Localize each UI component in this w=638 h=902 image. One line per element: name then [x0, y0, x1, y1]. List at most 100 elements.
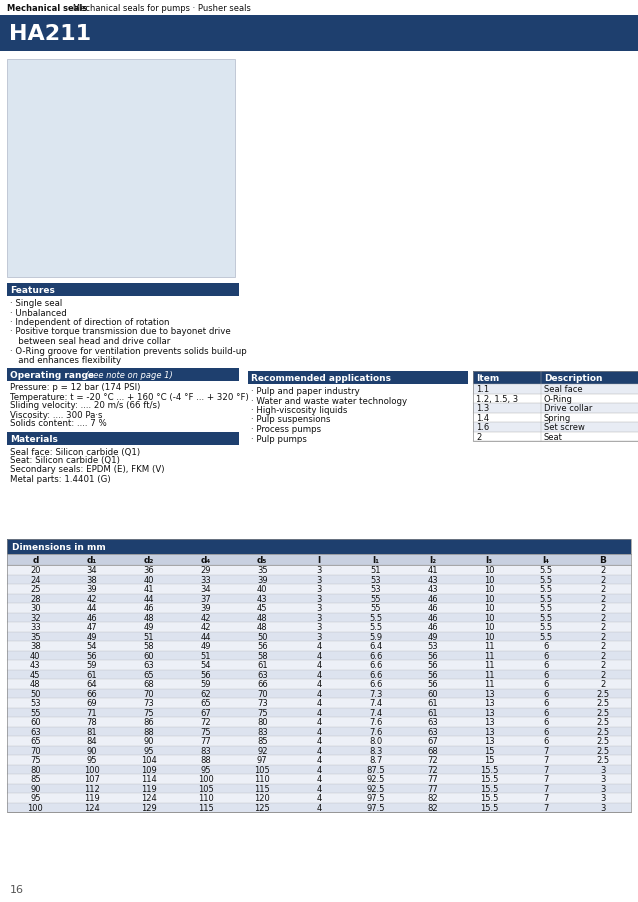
- Text: Viscosity: .... 300 Pa·s: Viscosity: .... 300 Pa·s: [10, 410, 103, 419]
- Text: 1.1: 1.1: [476, 385, 489, 394]
- Text: 87.5: 87.5: [366, 765, 385, 774]
- Text: 2: 2: [600, 641, 605, 650]
- Text: 4: 4: [316, 794, 322, 803]
- Bar: [248, 372, 468, 384]
- Text: 75: 75: [30, 755, 41, 764]
- Bar: [7, 708, 631, 717]
- Text: 51: 51: [144, 632, 154, 641]
- Text: 60: 60: [30, 717, 41, 726]
- Text: 46: 46: [427, 613, 438, 622]
- Text: 77: 77: [427, 784, 438, 793]
- Text: 24: 24: [30, 575, 41, 584]
- Text: 4: 4: [316, 651, 322, 660]
- Text: 2: 2: [600, 603, 605, 612]
- Text: 54: 54: [87, 641, 98, 650]
- Text: 13: 13: [484, 689, 494, 698]
- Text: 61: 61: [257, 660, 267, 669]
- Text: · Independent of direction of rotation: · Independent of direction of rotation: [10, 318, 170, 327]
- Text: 1.3: 1.3: [476, 404, 489, 413]
- Text: 64: 64: [87, 679, 98, 688]
- Text: 66: 66: [87, 689, 98, 698]
- Text: 5.5: 5.5: [539, 584, 553, 594]
- Bar: [7, 641, 631, 650]
- Text: 56: 56: [87, 651, 98, 660]
- Text: 97.5: 97.5: [366, 794, 385, 803]
- Text: 3: 3: [316, 594, 322, 603]
- Text: 2.5: 2.5: [596, 717, 609, 726]
- Text: 13: 13: [484, 736, 494, 745]
- Text: 53: 53: [30, 698, 41, 707]
- Text: 49: 49: [427, 632, 438, 641]
- Bar: [0, 0, 638, 16]
- Text: 43: 43: [427, 575, 438, 584]
- Text: O-Ring: O-Ring: [544, 394, 573, 403]
- Bar: [7, 765, 631, 774]
- Text: 4: 4: [316, 803, 322, 812]
- Text: 25: 25: [30, 584, 41, 594]
- Text: Seal face: Silicon carbide (Q1): Seal face: Silicon carbide (Q1): [10, 447, 140, 456]
- Text: 5.5: 5.5: [369, 613, 382, 622]
- Text: 53: 53: [371, 584, 381, 594]
- Bar: [473, 384, 638, 394]
- Text: Set screw: Set screw: [544, 423, 585, 432]
- Text: 10: 10: [484, 632, 494, 641]
- Text: 6.4: 6.4: [369, 641, 382, 650]
- Text: 44: 44: [200, 632, 211, 641]
- Text: 81: 81: [87, 727, 98, 736]
- Text: 65: 65: [200, 698, 211, 707]
- Text: 129: 129: [141, 803, 157, 812]
- Text: 3: 3: [600, 784, 605, 793]
- Text: Recommended applications: Recommended applications: [251, 373, 391, 382]
- Text: 86: 86: [144, 717, 154, 726]
- Text: 15.5: 15.5: [480, 775, 498, 783]
- Text: 55: 55: [371, 603, 381, 612]
- Text: 4: 4: [316, 727, 322, 736]
- Text: 2: 2: [600, 613, 605, 622]
- Text: 48: 48: [30, 679, 41, 688]
- Text: 56: 56: [200, 670, 211, 679]
- Text: 2: 2: [600, 651, 605, 660]
- Text: 56: 56: [427, 660, 438, 669]
- Text: · High-viscosity liquids: · High-viscosity liquids: [251, 406, 347, 415]
- Text: 114: 114: [141, 775, 157, 783]
- Bar: [7, 368, 239, 381]
- Text: Features: Features: [10, 286, 55, 295]
- Text: l: l: [318, 556, 320, 565]
- Bar: [7, 784, 631, 793]
- Text: 35: 35: [30, 632, 41, 641]
- Text: 90: 90: [144, 736, 154, 745]
- Text: Dimensions in mm: Dimensions in mm: [12, 542, 106, 551]
- Text: 4: 4: [316, 698, 322, 707]
- Text: 7: 7: [543, 784, 549, 793]
- Text: 2.5: 2.5: [596, 698, 609, 707]
- Text: 66: 66: [257, 679, 268, 688]
- Text: 5.9: 5.9: [369, 632, 382, 641]
- Text: d₄: d₄: [200, 556, 211, 565]
- Text: 63: 63: [144, 660, 154, 669]
- Text: 11: 11: [484, 670, 494, 679]
- Text: 119: 119: [141, 784, 157, 793]
- Text: 15.5: 15.5: [480, 794, 498, 803]
- Text: 84: 84: [87, 736, 98, 745]
- Text: 95: 95: [144, 746, 154, 755]
- Bar: [7, 612, 631, 622]
- Bar: [7, 603, 631, 612]
- Text: 56: 56: [427, 670, 438, 679]
- Text: 92.5: 92.5: [367, 784, 385, 793]
- Text: Temperature: t = -20 °C ... + 160 °C (-4 °F ... + 320 °F): Temperature: t = -20 °C ... + 160 °C (-4…: [10, 392, 249, 401]
- Bar: [7, 660, 631, 670]
- Text: 4: 4: [316, 755, 322, 764]
- Text: 105: 105: [255, 765, 270, 774]
- Bar: [7, 284, 239, 297]
- Text: 59: 59: [87, 660, 98, 669]
- Bar: [7, 717, 631, 727]
- Text: 82: 82: [427, 803, 438, 812]
- Text: 70: 70: [30, 746, 41, 755]
- Text: 40: 40: [144, 575, 154, 584]
- Bar: [7, 566, 631, 575]
- Text: Metal parts: 1.4401 (G): Metal parts: 1.4401 (G): [10, 474, 110, 483]
- Text: 7: 7: [543, 765, 549, 774]
- Text: Solids content: .... 7 %: Solids content: .... 7 %: [10, 419, 107, 428]
- Text: 55: 55: [371, 594, 381, 603]
- Text: 6: 6: [543, 641, 549, 650]
